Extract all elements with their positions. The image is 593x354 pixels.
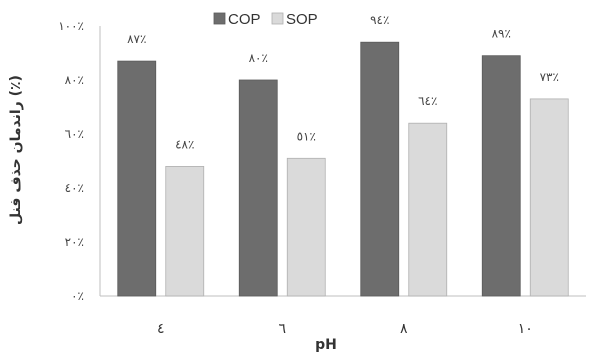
y-tick-label: ٦٠٪ [65,127,84,141]
data-label-sop: ٥١٪ [297,129,316,143]
legend: COP SOP [213,11,318,28]
x-tick-label: ٤ [157,321,165,337]
bar-sop [408,122,448,297]
data-label-cop: ٨٩٪ [492,27,511,41]
plot-area: ٠٪ ٢٠٪ ٤٠٪ ٦٠٪ ٨٠٪ ١٠٠٪ ٨٧٪ ٤٨٪ ٤ ٨٠٪ ٥١٪ ٦ ٩٤٪ ٦٤٪ ٨ ٨… [58,13,586,337]
bar-sop [165,165,205,297]
data-label-cop: ٨٧٪ [127,32,146,46]
x-tick-label: ٦ [278,321,286,337]
data-label-sop: ٧٣٪ [540,70,559,84]
x-tick-label: ٨ [400,321,408,337]
bar-cop [360,41,400,297]
data-label-sop: ٦٤٪ [418,94,437,108]
data-label-cop: ٩٤٪ [370,13,389,27]
x-tick-label: ١٠ [518,321,533,337]
y-tick-label: ٤٠٪ [65,181,84,195]
y-tick-label: ٠٪ [71,289,84,303]
legend-swatch-sop [271,12,284,25]
bar-sop [529,98,569,297]
legend-swatch-cop [213,12,226,25]
legend-label-cop: COP [228,11,261,28]
y-tick-label: ٢٠٪ [65,235,84,249]
y-tick-label: ٨٠٪ [65,73,84,87]
y-tick-label: ١٠٠٪ [58,19,84,33]
bar-cop [117,60,157,297]
y-axis-title: راندمان حذف فنل (٪) [8,75,24,225]
data-label-cop: ٨٠٪ [249,51,268,65]
legend-label-sop: SOP [286,11,318,28]
bar-sop [286,157,326,297]
bar-cop [238,79,278,297]
bar-cop [481,55,521,297]
x-axis-title: pH [315,337,337,353]
data-label-sop: ٤٨٪ [175,137,194,151]
